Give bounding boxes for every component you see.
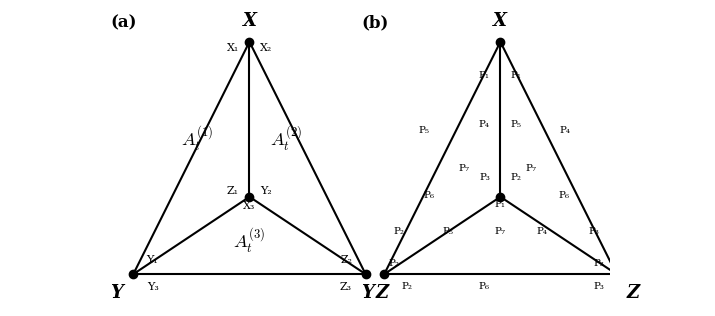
Text: P₅: P₅ bbox=[511, 120, 522, 129]
Text: $A_t^{(2)}$: $A_t^{(2)}$ bbox=[270, 125, 303, 154]
Text: X₂: X₂ bbox=[260, 43, 272, 53]
Text: X₃: X₃ bbox=[243, 201, 256, 211]
Text: P₆: P₆ bbox=[558, 191, 569, 200]
Text: $A_t^{(1)}$: $A_t^{(1)}$ bbox=[181, 125, 213, 154]
Text: P₃: P₃ bbox=[479, 173, 490, 182]
Text: P₂: P₂ bbox=[402, 283, 413, 291]
Text: Y: Y bbox=[111, 284, 124, 302]
Text: Y: Y bbox=[362, 284, 375, 302]
Text: P₂: P₂ bbox=[511, 173, 522, 182]
Text: P₆: P₆ bbox=[479, 283, 490, 291]
Text: P₁: P₁ bbox=[479, 71, 490, 80]
Text: X: X bbox=[493, 12, 508, 30]
Text: Z₂: Z₂ bbox=[341, 255, 353, 265]
Text: X₁: X₁ bbox=[227, 43, 239, 53]
Text: P₇: P₇ bbox=[526, 164, 537, 173]
Text: X: X bbox=[242, 12, 257, 30]
Text: P₇: P₇ bbox=[495, 227, 506, 236]
Text: P₁: P₁ bbox=[495, 200, 506, 210]
Text: P₂: P₂ bbox=[393, 227, 404, 236]
Text: P₃: P₃ bbox=[593, 283, 604, 291]
Text: P₃: P₃ bbox=[593, 258, 604, 268]
Text: P₂: P₂ bbox=[388, 258, 399, 268]
Text: P₁: P₁ bbox=[511, 71, 522, 80]
Text: Z₁: Z₁ bbox=[227, 185, 239, 196]
Text: Z₃: Z₃ bbox=[340, 282, 352, 292]
Text: Z: Z bbox=[626, 284, 639, 302]
Text: P₅: P₅ bbox=[418, 126, 430, 135]
Text: P₄: P₄ bbox=[560, 126, 571, 135]
Text: Y₂: Y₂ bbox=[260, 185, 272, 196]
Text: (b): (b) bbox=[361, 14, 388, 31]
Text: P₇: P₇ bbox=[458, 164, 469, 173]
Text: P₆: P₆ bbox=[423, 191, 434, 200]
Text: P₅: P₅ bbox=[443, 227, 453, 236]
Text: Z: Z bbox=[375, 284, 388, 302]
Text: P₃: P₃ bbox=[588, 227, 600, 236]
Text: P₄: P₄ bbox=[537, 227, 548, 236]
Text: Y₃: Y₃ bbox=[147, 282, 159, 292]
Text: $A_t^{(3)}$: $A_t^{(3)}$ bbox=[233, 227, 266, 256]
Text: P₄: P₄ bbox=[479, 120, 490, 129]
Text: (a): (a) bbox=[110, 14, 137, 31]
Text: Y₁: Y₁ bbox=[146, 255, 158, 265]
